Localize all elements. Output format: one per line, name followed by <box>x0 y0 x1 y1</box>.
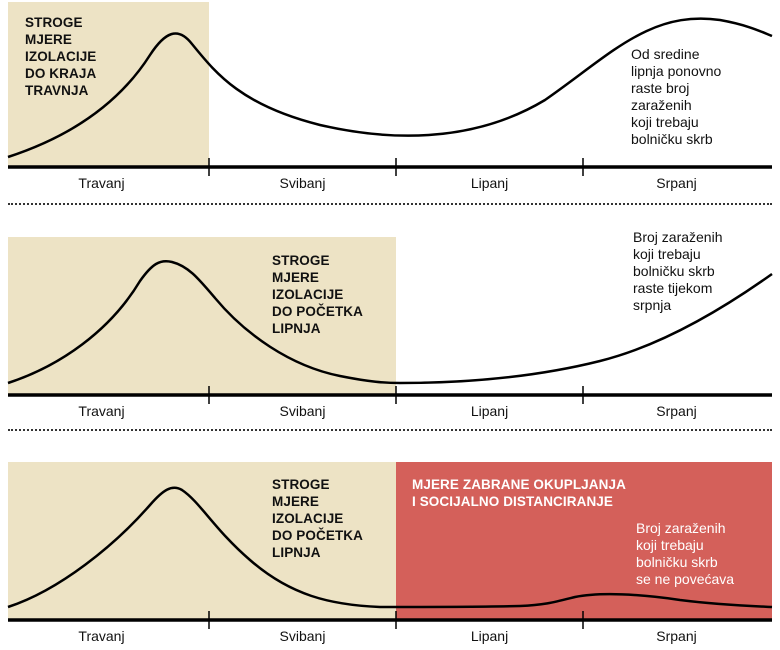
scenario-note: Broj zaraženih koji trebaju bolničku skr… <box>636 520 735 587</box>
hospitalization-curve <box>7 260 773 385</box>
month-label-june: Lipanj <box>470 175 509 191</box>
month-label-may: Svibanj <box>279 403 326 419</box>
scenario-panel-2: STROGE MJERE IZOLACIJE DO POČETKA LIPNJA… <box>0 226 780 426</box>
distancing-period-area <box>396 462 772 620</box>
section-divider <box>8 429 772 431</box>
month-label-july: Srpanj <box>656 403 697 419</box>
scenario-panel-3: STROGE MJERE IZOLACIJE DO POČETKA LIPNJA… <box>0 450 780 650</box>
month-label-april: Travanj <box>78 175 125 191</box>
lockdown-period-area <box>8 2 209 166</box>
scenario-3-chart <box>7 462 773 629</box>
month-label-may: Svibanj <box>279 628 326 644</box>
month-label-june: Lipanj <box>470 403 509 419</box>
lockdown-label: STROGE MJERE IZOLACIJE DO KRAJA TRAVNJA <box>25 15 97 98</box>
section-divider <box>8 203 772 205</box>
month-label-june: Lipanj <box>470 628 509 644</box>
hospitalization-curve <box>7 17 773 159</box>
scenario-note: Broj zaraženih koji trebaju bolničku skr… <box>633 229 723 313</box>
month-label-april: Travanj <box>78 403 125 419</box>
scenario-panel-1: STROGE MJERE IZOLACIJE DO KRAJA TRAVNJA … <box>0 0 780 200</box>
lockdown-period-area <box>8 237 396 395</box>
month-label-july: Srpanj <box>656 628 697 644</box>
month-label-april: Travanj <box>78 628 125 644</box>
month-label-may: Svibanj <box>279 175 326 191</box>
hospitalization-curve <box>7 486 773 609</box>
month-label-july: Srpanj <box>656 175 697 191</box>
lockdown-label: STROGE MJERE IZOLACIJE DO POČETKA LIPNJA <box>272 253 364 336</box>
lockdown-period-area <box>8 462 396 620</box>
scenario-1-chart <box>7 2 773 176</box>
scenario-note: Od sredine lipnja ponovno raste broj zar… <box>631 46 722 147</box>
scenario-2-chart <box>7 237 773 404</box>
lockdown-label: STROGE MJERE IZOLACIJE DO POČETKA LIPNJA <box>272 477 364 560</box>
distancing-label: MJERE ZABRANE OKUPLJANJA I SOCIJALNO DIS… <box>412 477 626 509</box>
